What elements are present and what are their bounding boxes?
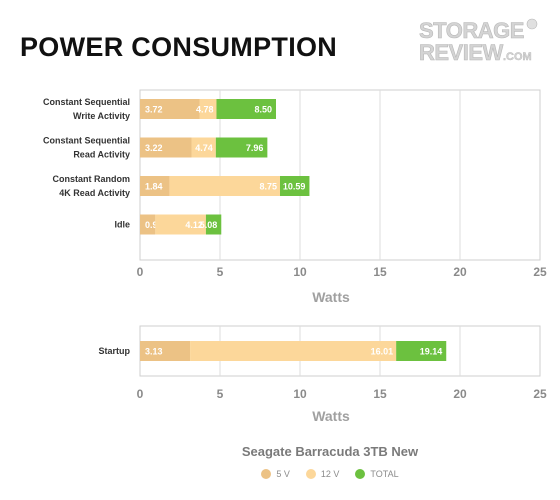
data-label-startup-0-5v: 3.13 <box>145 347 163 357</box>
x-tick-label-main-15: 15 <box>373 265 387 279</box>
x-tick-label-main-5: 5 <box>217 265 224 279</box>
data-label-main-1-total: 7.96 <box>246 143 264 153</box>
bar-main-3-total <box>205 214 222 235</box>
x-tick-label-startup-0: 0 <box>137 387 144 401</box>
bar-main-2-5v <box>140 176 170 196</box>
category-label-main-3: Idle <box>114 220 130 230</box>
chart-title: POWER CONSUMPTION <box>20 32 338 62</box>
legend-swatch-5v <box>261 469 272 479</box>
bar-main-0-total <box>216 99 276 119</box>
bar-main-2-12v <box>169 176 280 196</box>
logo-pin-icon <box>526 18 538 30</box>
bar-startup-0-total <box>396 341 447 361</box>
legend-item-total: TOTAL <box>355 469 399 479</box>
data-label-main-1-12v: 4.74 <box>195 143 213 153</box>
category-label-main-2: Constant Random <box>53 174 131 184</box>
bar-main-1-total <box>215 137 268 158</box>
x-axis-label-startup: Watts <box>312 408 350 424</box>
data-label-main-0-12v: 4.78 <box>196 105 214 115</box>
legend-swatch-12v <box>305 469 316 479</box>
category-label-main-0: Constant Sequential <box>43 97 130 107</box>
legend-label-12v: 12 V <box>320 469 340 479</box>
logo-line-com: .COM <box>503 51 532 63</box>
x-tick-label-main-20: 20 <box>453 265 467 279</box>
storagereview-logo: STORAGE REVIEW .COM <box>419 18 538 65</box>
x-tick-label-main-10: 10 <box>293 265 307 279</box>
x-axis-label-main: Watts <box>312 289 350 305</box>
legend-items: 5 V 12 V TOTAL <box>200 469 460 479</box>
x-tick-label-main-25: 25 <box>533 265 547 279</box>
bar-startup-0-5v <box>140 341 191 361</box>
legend-item-12v: 12 V <box>305 469 340 479</box>
x-tick-label-startup-20: 20 <box>453 387 467 401</box>
x-tick-label-startup-25: 25 <box>533 387 547 401</box>
bar-main-3-5v <box>140 214 156 235</box>
legend-swatch-total <box>355 469 366 479</box>
category-label-main-1: Read Activity <box>73 150 130 160</box>
legend-item-5v: 5 V <box>261 469 290 479</box>
data-label-main-0-total: 8.50 <box>254 105 272 115</box>
chart-panel-startup: 0 5 10 15 20 25 Watts Startup 3.13 16.01 19.14 <box>99 325 547 424</box>
logo-line-storage: STORAGE <box>419 18 524 43</box>
data-label-main-2-5v: 1.84 <box>145 182 163 192</box>
x-tick-label-main-0: 0 <box>137 265 144 279</box>
x-tick-label-startup-10: 10 <box>293 387 307 401</box>
data-label-main-1-5v: 3.22 <box>145 143 163 153</box>
data-label-main-0-5v: 3.72 <box>145 105 163 115</box>
category-label-main-1: Constant Sequential <box>43 136 130 146</box>
bar-main-1-5v <box>140 137 192 158</box>
bar-main-0-5v <box>140 99 200 119</box>
category-label-main-2: 4K Read Activity <box>59 188 130 198</box>
bar-main-3-12v <box>155 214 206 235</box>
data-label-main-3-12v: 4.12 <box>185 220 203 230</box>
data-label-main-2-total: 10.59 <box>283 182 306 192</box>
bar-main-0-12v <box>199 99 217 119</box>
data-label-startup-0-12v: 16.01 <box>371 347 394 357</box>
legend-label-5v: 5 V <box>276 469 290 479</box>
bar-main-2-total <box>280 176 310 196</box>
data-label-main-3-5v: 0.96 <box>145 220 163 230</box>
category-label-main-0: Write Activity <box>73 111 130 121</box>
data-label-main-3-total: 5.08 <box>200 220 218 230</box>
data-label-main-2-12v: 8.75 <box>259 182 277 192</box>
data-label-startup-0-total: 19.14 <box>420 347 443 357</box>
x-tick-label-startup-15: 15 <box>373 387 387 401</box>
legend: Seagate Barracuda 3TB New 5 V 12 V TOTAL <box>200 444 460 479</box>
bar-startup-0-12v <box>190 341 397 361</box>
chart-panel-main: 0 5 10 15 20 25 Watts Constant Sequential Write … <box>43 89 547 305</box>
legend-title: Seagate Barracuda 3TB New <box>241 444 419 459</box>
logo-line-review: REVIEW <box>419 40 504 65</box>
x-tick-label-startup-5: 5 <box>217 387 224 401</box>
category-label-startup-0: Startup <box>99 346 131 356</box>
legend-label-total: TOTAL <box>370 469 399 479</box>
bar-main-1-12v <box>191 137 216 158</box>
